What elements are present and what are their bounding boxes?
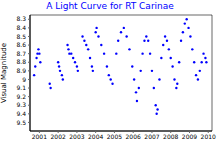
svg-text:2002: 2002 [51, 133, 66, 140]
svg-text:2010: 2010 [201, 133, 212, 140]
svg-text:9.3: 9.3 [16, 101, 26, 108]
svg-text:2005: 2005 [107, 133, 122, 140]
svg-text:2003: 2003 [69, 133, 84, 140]
svg-text:8.3: 8.3 [16, 15, 26, 22]
svg-text:2001: 2001 [32, 133, 47, 140]
svg-text:9: 9 [22, 76, 26, 83]
svg-text:9.4: 9.4 [16, 110, 26, 117]
svg-text:2006: 2006 [126, 133, 141, 140]
svg-text:2009: 2009 [182, 133, 197, 140]
svg-text:Visual Magnitude: Visual Magnitude [8, 43, 9, 103]
svg-text:8.6: 8.6 [16, 41, 26, 48]
svg-text:8.9: 8.9 [16, 67, 26, 74]
svg-text:8.4: 8.4 [16, 24, 26, 31]
svg-text:2004: 2004 [88, 133, 103, 140]
svg-text:8.8: 8.8 [16, 58, 26, 65]
svg-text:2008: 2008 [163, 133, 178, 140]
svg-text:9.1: 9.1 [16, 84, 26, 91]
html-text:A Light Curve for RT Carinae: A Light Curve for RT Carinae [46, 1, 174, 11]
svg-text:2007: 2007 [144, 133, 159, 140]
svg-text:8.5: 8.5 [16, 33, 26, 40]
svg-text:9.2: 9.2 [16, 93, 26, 100]
svg-text:9.5: 9.5 [16, 119, 26, 126]
svg-text:8.7: 8.7 [16, 50, 26, 57]
